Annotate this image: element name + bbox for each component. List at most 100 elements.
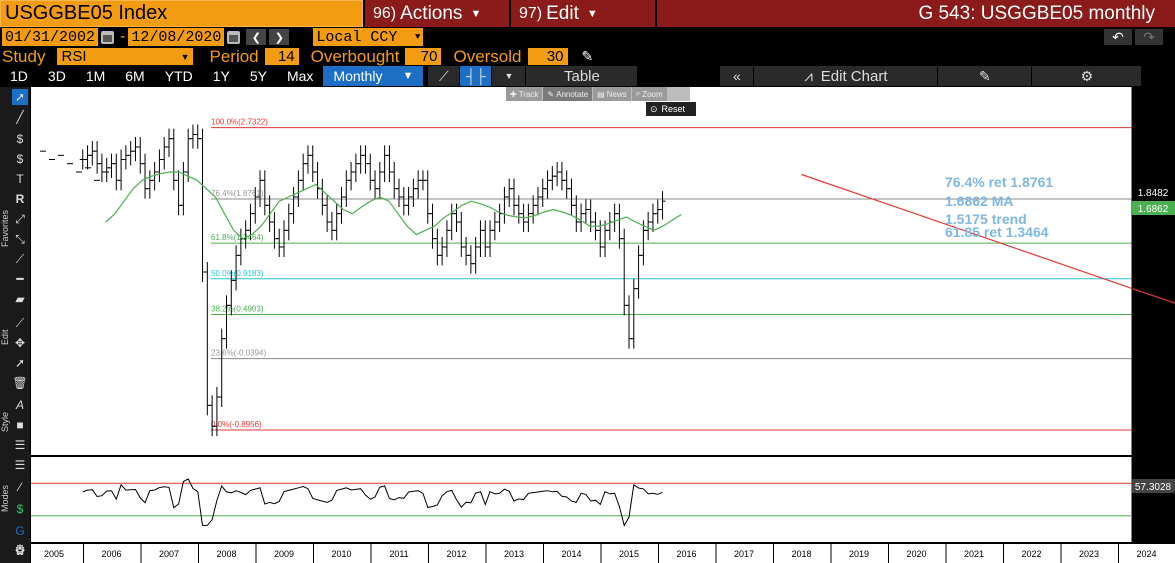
line-weight-icon[interactable]: ☰ [14,438,26,452]
trend-annotation[interactable]: 1.5175 trend [945,211,1027,227]
color-box-icon[interactable]: ■ [16,418,24,432]
channel-tool-icon[interactable]: ⟋ [15,251,25,266]
retracement-tool-icon[interactable]: R [15,192,25,206]
ma-annotation[interactable]: 1.6862 MA [945,193,1013,209]
line-style-icon[interactable]: ☰ [14,458,26,472]
edit-chart-label: Edit Chart [820,67,888,85]
period-3d[interactable]: 3D [47,68,66,84]
drawing-toolbar: Favorites Edit Style Modes ➚ ╱ $ $ T R ⤢… [0,87,30,563]
style-side-label: Style [0,411,10,432]
x-tick-label: 2015 [619,549,639,559]
y-tick-label: -0.5000 [1137,392,1168,402]
chart-area[interactable]: 100.0%(2.7322) 76.4%(1.8761) 61.8%(1.3464)… [25,87,1175,563]
next-button[interactable]: ❯ [269,29,290,45]
gear-icon[interactable]: ⚙ [1031,66,1142,86]
end-date-input[interactable]: 12/08/2020 [128,28,225,46]
fib-label: 0.0%(-0.8956) [211,420,262,429]
font-icon[interactable]: A [15,398,24,412]
fib-label: 61.8%(1.3464) [211,233,264,242]
ray-tool-icon[interactable]: ⤡ [15,231,25,246]
x-tick-label: 2012 [446,549,466,559]
moving-average-line [105,171,682,240]
annotate-label: Annotate [556,89,589,99]
x-tick-label: 2011 [389,549,408,559]
x-tick-label: 2013 [504,549,524,559]
period-1m[interactable]: 1M [85,68,106,84]
news-mode[interactable]: ▤ News [593,87,631,101]
chart-type-dropdown[interactable]: ▼ [491,66,526,86]
line-tool-icon[interactable]: ╱ [16,110,24,124]
track-mode[interactable]: ✚ Track [506,87,543,101]
horizontal-line-icon[interactable]: ━ [16,272,24,286]
period-max[interactable]: Max [286,68,314,84]
dollar-tool-icon[interactable]: $ [16,152,24,166]
chevron-down-icon: ▼ [414,32,421,42]
table-button[interactable]: Table [525,66,638,86]
edit-menu-button[interactable]: 97) Edit ▼ [509,0,655,27]
period-6m[interactable]: 6M [125,68,145,84]
cursor-icon[interactable]: ➚ [12,89,28,105]
crosshair-icon[interactable]: ⁄ [18,480,21,494]
annotate-icon[interactable]: ✎ [937,66,1032,86]
period-label: Period [209,46,259,66]
ret618-annotation[interactable]: 61.85 ret 1.3464 [945,224,1049,240]
last-price-badge: 1.8482 [1138,188,1169,199]
zoom-mode[interactable]: ⌕ Zoom [631,87,667,101]
trend-line[interactable] [801,173,1175,306]
fill-tool-icon[interactable]: ▰ [15,292,25,306]
ticker-field[interactable]: USGGBE05 Index [0,0,363,27]
settings-gear-icon[interactable]: ⚙ [14,542,26,556]
study-bar: Study RSI ▼ Period 14 Overbought 70 Over… [0,47,1175,66]
edit-chart-button[interactable]: ⩘ Edit Chart [753,66,938,86]
move-icon[interactable]: ✥ [14,336,26,350]
period-ytd[interactable]: YTD [164,68,193,84]
line-chart-icon[interactable]: ⟋ [427,66,460,86]
start-date-input[interactable]: 01/31/2002 [2,28,99,46]
period-1y[interactable]: 1Y [212,68,230,84]
y-tick-label: 0.0000 [1137,350,1165,360]
news-label: News [606,89,627,99]
x-tick-label: 2010 [331,549,351,559]
brush-icon[interactable]: ⟋ [15,315,25,330]
trend-tool-icon[interactable]: ⤢ [15,211,25,226]
pencil-icon[interactable]: ✎ [581,48,594,64]
g-icon[interactable]: G [15,524,25,538]
collapse-icon[interactable]: « [719,66,754,86]
annotate-mode[interactable]: ✎ Annotate [543,87,593,101]
trash-icon[interactable]: 🗑 [12,376,28,390]
ret764-annotation[interactable]: 76.4% ret 1.8761 [945,174,1053,190]
actions-number: 96) [373,4,397,22]
overbought-label: Overbought [310,46,400,66]
previous-button[interactable]: ❮ [246,29,267,45]
calendar-icon[interactable] [227,30,241,44]
period-1d[interactable]: 1D [10,68,28,84]
y-tick-label: 0.5000 [1137,309,1165,319]
study-label: Study [2,46,46,66]
x-tick-label: 2018 [791,549,811,559]
text-tool-icon[interactable]: T [16,172,24,186]
select-icon[interactable]: ➚ [14,356,26,370]
overbought-input[interactable]: 70 [405,48,442,65]
calendar-icon[interactable] [101,30,115,44]
actions-menu-button[interactable]: 96) Actions ▼ [363,0,509,27]
currency-select[interactable]: Local CCY ▼ [313,28,424,46]
mode-icon[interactable]: $ [16,502,24,516]
study-select[interactable]: RSI ▼ [57,48,194,65]
chart-settings-icon: ⩘ [804,67,813,85]
redo-icon[interactable]: ↷ [1135,29,1163,45]
undo-icon[interactable]: ↶ [1104,29,1132,45]
price-tool-icon[interactable]: $ [16,132,24,146]
period-5y[interactable]: 5Y [249,68,267,84]
rsi-value-badge: 57.3028 [1135,482,1172,493]
date-separator: - [120,28,126,45]
period-input[interactable]: 14 [264,48,299,65]
oversold-input[interactable]: 30 [527,48,568,65]
fib-label: 23.6%(-0.0394) [211,349,266,358]
x-tick-label: 2007 [159,549,179,559]
palette-icon[interactable]: ✿ [14,544,26,558]
bar-chart-icon[interactable]: ┤├ [459,66,492,86]
ma-price-badge: 1.6862 [1138,204,1169,215]
header-bar: USGGBE05 Index 96) Actions ▼ 97) Edit ▼ … [0,0,1175,27]
reset-button[interactable]: ⊙ Reset [646,102,696,116]
frequency-select[interactable]: Monthly ▼ [323,66,424,86]
